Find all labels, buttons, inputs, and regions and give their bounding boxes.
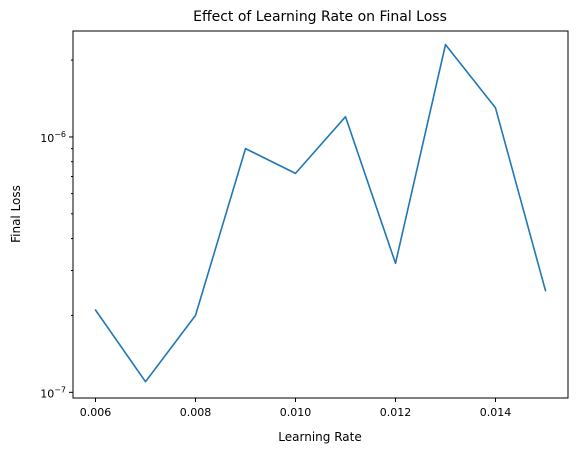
y-axis-label: Final Loss — [9, 185, 23, 243]
x-tick-label: 0.012 — [380, 406, 412, 419]
y-tick-label: 10−6 — [40, 130, 66, 145]
x-axis-label: Learning Rate — [278, 430, 361, 444]
x-tick-label: 0.008 — [180, 406, 212, 419]
plot-frame — [72, 30, 569, 399]
y-tick-base: 10 — [40, 387, 54, 400]
x-axis: 0.006 0.008 0.010 0.012 0.014 — [80, 398, 512, 419]
y-tick-exponent: −6 — [54, 130, 66, 139]
y-tick-label: 10−7 — [40, 385, 66, 400]
y-tick-exponent: −7 — [54, 385, 66, 394]
y-axis: 10−710−6 — [40, 59, 73, 400]
series-group — [94, 43, 547, 383]
x-tick-label: 0.014 — [480, 406, 512, 419]
series-line — [94, 43, 547, 383]
y-tick-base: 10 — [40, 132, 54, 145]
x-tick-label: 0.006 — [80, 406, 112, 419]
x-tick-label: 0.010 — [280, 406, 312, 419]
chart-title: Effect of Learning Rate on Final Loss — [193, 9, 447, 25]
